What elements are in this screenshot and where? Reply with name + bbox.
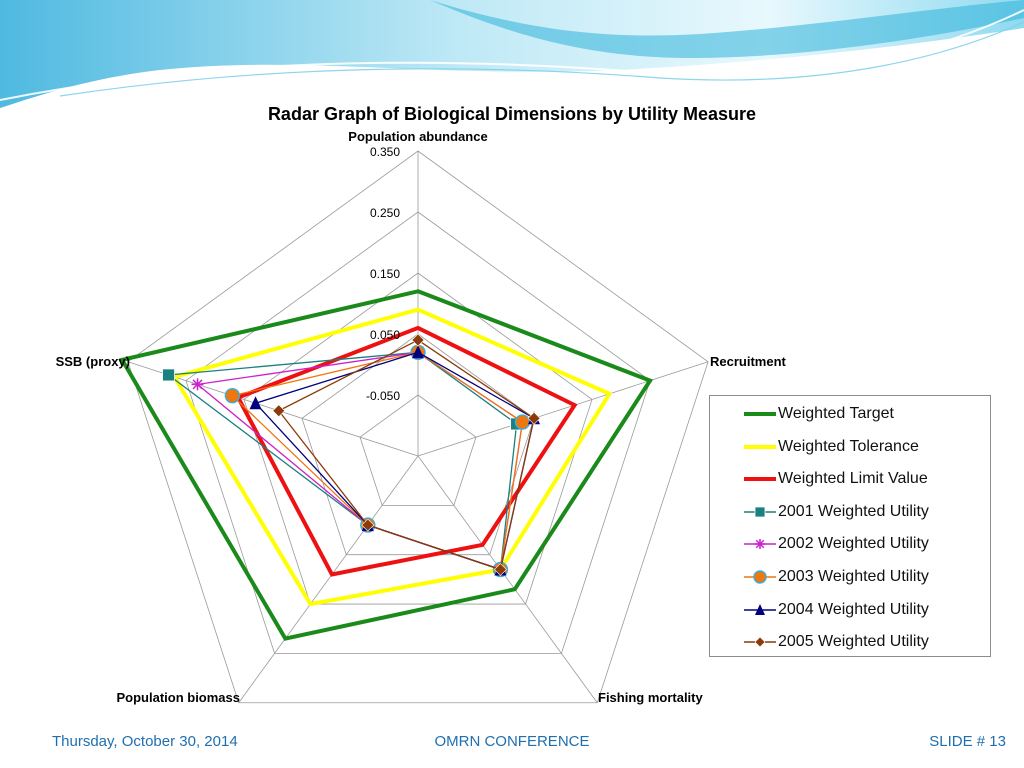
chart-title: Radar Graph of Biological Dimensions by …: [268, 104, 756, 124]
legend-item: 2005 Weighted Utility: [710, 626, 990, 658]
tick-label: -0.050: [366, 389, 400, 403]
series-line: [171, 307, 613, 607]
series-line: [166, 351, 518, 571]
grid-ring: [301, 333, 535, 556]
legend-swatch: [744, 570, 776, 584]
axis-label: Population abundance: [348, 129, 487, 144]
series-2005-weighted-utility: [272, 333, 541, 576]
legend-swatch: [744, 444, 776, 449]
legend-label: 2002 Weighted Utility: [778, 535, 929, 553]
series-2004-weighted-utility: [249, 345, 541, 576]
data-point: [361, 518, 375, 532]
tick-label: 0.050: [370, 328, 400, 342]
series-weighted-target: [119, 289, 654, 641]
grid-spoke: [417, 455, 598, 703]
radar-series: [119, 289, 654, 641]
footer-date: Thursday, October 30, 2014: [52, 733, 238, 750]
axis-label: Population biomass: [116, 690, 240, 705]
data-point: [412, 345, 424, 359]
legend-item: 2004 Weighted Utility: [710, 594, 990, 626]
legend-swatch: [744, 603, 776, 615]
legend-item: 2002 Weighted Utility: [710, 528, 990, 560]
data-point: [494, 563, 507, 576]
data-point: [753, 570, 767, 584]
axis-label: SSB (proxy): [56, 354, 130, 369]
tick-label: 0.350: [370, 145, 400, 159]
data-point: [272, 404, 286, 418]
data-point: [527, 411, 541, 425]
data-point: [224, 387, 241, 404]
tick-label: 0.250: [370, 206, 400, 220]
legend-label: 2004 Weighted Utility: [778, 600, 929, 618]
series-line: [196, 351, 524, 571]
data-point: [754, 636, 766, 648]
legend-swatch: [744, 539, 776, 550]
series-line: [231, 351, 524, 571]
grid-spoke: [417, 361, 709, 457]
grid-spoke: [238, 455, 419, 703]
data-point: [411, 333, 425, 347]
legend-label: 2005 Weighted Utility: [778, 633, 929, 651]
axis-label: Recruitment: [710, 354, 787, 369]
legend-item: Weighted Limit Value: [710, 463, 990, 495]
axis-label: Fishing mortality: [598, 690, 704, 705]
data-point: [191, 378, 204, 391]
legend-label: Weighted Target: [778, 405, 894, 422]
legend-swatch: [744, 636, 776, 648]
series-line: [254, 351, 535, 571]
grid-ring: [243, 272, 593, 605]
footer-slide-number: SLIDE # 13: [929, 733, 1006, 750]
legend-swatch: [744, 477, 776, 482]
banner-wave-accent: [430, 0, 1024, 58]
legend-item: Weighted Target: [710, 398, 990, 430]
legend-label: Weighted Tolerance: [778, 437, 919, 455]
banner-wave: [0, 0, 1024, 108]
legend-item: 2003 Weighted Utility: [710, 561, 990, 593]
footer-conference: OMRN CONFERENCE: [434, 733, 590, 750]
legend-label: 2003 Weighted Utility: [778, 568, 929, 585]
data-point: [514, 414, 531, 430]
chart-legend: Weighted Target Weighted Tolerance Weighte…: [709, 395, 991, 657]
legend-swatch: [744, 412, 776, 416]
series-weighted-tolerance: [171, 307, 613, 607]
legend-label: 2001 Weighted Utility: [778, 502, 929, 520]
radar-grid: [127, 150, 709, 704]
legend-swatch: [744, 506, 776, 518]
data-point: [755, 603, 765, 615]
grid-ring: [359, 394, 477, 506]
tick-label: 0.150: [370, 267, 400, 281]
legend-item: 2001 Weighted Utility: [710, 496, 990, 528]
banner-swoosh-line-2: [59, 21, 1024, 97]
legend-label: Weighted Limit Value: [778, 470, 928, 488]
banner-swoosh-line: [0, 9, 1024, 101]
data-point: [755, 539, 765, 550]
legend-item: Weighted Tolerance: [710, 431, 990, 463]
grid-ring: [127, 150, 709, 704]
series-line: [277, 339, 535, 571]
series-line: [119, 289, 654, 641]
data-point: [754, 506, 766, 518]
grid-ring: [185, 211, 651, 654]
series-line: [235, 325, 578, 577]
data-point: [249, 396, 262, 410]
data-point: [162, 368, 175, 382]
series-weighted-limit-value: [235, 325, 578, 577]
